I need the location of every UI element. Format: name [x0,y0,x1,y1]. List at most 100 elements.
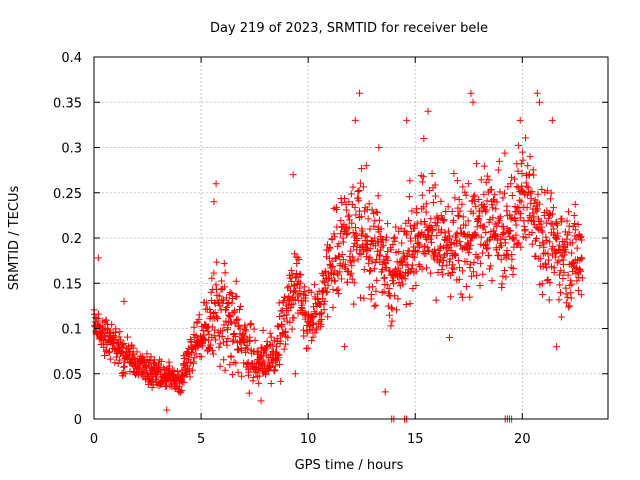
data-point [226,361,234,369]
data-point [278,307,286,315]
data-point [455,212,463,220]
data-point [486,186,494,194]
y-tick-label: 0.05 [53,368,82,383]
data-point [556,271,564,279]
data-point [311,281,319,289]
data-point [431,246,439,254]
data-point [190,323,198,331]
data-point [546,279,554,287]
data-point [573,244,581,252]
data-point [347,258,355,266]
data-point [110,332,118,340]
data-point [289,300,297,308]
data-point [574,220,582,228]
data-point [409,261,417,269]
data-point [273,322,281,330]
data-point [553,221,561,229]
data-point [347,269,355,277]
data-point [349,183,357,191]
data-point [473,271,481,279]
data-point [462,283,470,291]
data-point [427,269,435,277]
data-point [296,284,304,292]
data-point [462,232,470,240]
data-point [203,299,211,307]
data-point [260,347,268,355]
data-point [493,198,501,206]
data-point [223,341,231,349]
data-point [347,190,355,198]
data-point [214,314,222,322]
data-point [496,213,504,221]
data-point [356,179,364,187]
data-point [334,290,342,298]
data-point [398,273,406,281]
data-point [213,313,221,321]
data-point [527,194,535,202]
data-point [559,260,567,268]
data-point [545,296,553,304]
data-point [209,350,217,358]
data-point [190,358,198,366]
data-point [337,217,345,225]
data-point [518,169,526,177]
data-point [255,372,263,380]
data-point [478,207,486,215]
data-point [407,237,415,245]
data-point [399,280,407,288]
data-point [174,382,182,390]
data-point [564,271,572,279]
data-point [578,274,586,282]
data-point [372,287,380,295]
data-point [208,346,216,354]
data-point-outlier [553,343,561,351]
data-point [340,195,348,203]
data-point [128,341,136,349]
data-point [458,267,466,275]
data-point [351,203,359,211]
data-point [345,224,353,232]
data-point [562,290,570,298]
data-point [560,268,568,276]
data-point [446,255,454,263]
data-point [165,358,173,366]
data-point [517,160,525,168]
data-point [464,217,472,225]
data-point [262,371,270,379]
data-point [459,293,467,301]
data-point [355,197,363,205]
data-point [324,313,332,321]
data-point [472,232,480,240]
data-point [470,193,478,201]
data-point [375,216,383,224]
data-point [395,278,403,286]
data-point [227,353,235,361]
data-point [236,325,244,333]
data-point [509,235,517,243]
data-point [216,362,224,370]
data-point [226,313,234,321]
data-point-outlier [212,180,220,188]
data-point [495,157,503,165]
data-point [238,372,246,380]
data-point [366,225,374,233]
data-point [106,355,114,363]
data-point [272,343,280,351]
data-point [432,222,440,230]
data-point [192,331,200,339]
data-point [524,217,532,225]
data-point [503,202,511,210]
data-point [115,333,123,341]
data-point [277,377,285,385]
data-point [178,386,186,394]
data-point [477,233,485,241]
data-point [556,281,564,289]
data-point [366,267,374,275]
data-point [233,316,241,324]
data-point [388,317,396,325]
data-point [231,308,239,316]
data-point [106,348,114,356]
data-point [425,187,433,195]
data-point [488,277,496,285]
data-point [487,262,495,270]
